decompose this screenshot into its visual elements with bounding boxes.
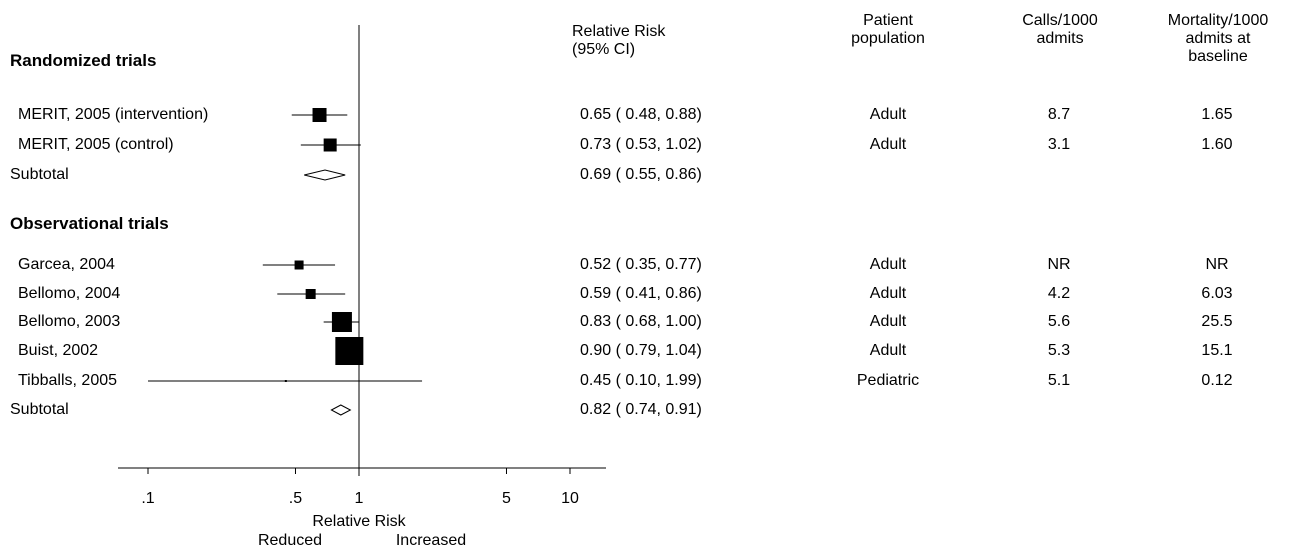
population-cell: Adult: [869, 342, 907, 359]
calls-cell: 5.6: [1047, 313, 1071, 330]
population-cell: Adult: [869, 106, 907, 123]
population-cell: Adult: [869, 313, 907, 330]
study-label: MERIT, 2005 (control): [18, 136, 174, 153]
ci-text: 0.73 ( 0.53, 1.02): [580, 136, 702, 153]
x-tick-label: 5: [502, 490, 511, 507]
column-header-calls: Calls/1000 admits: [1022, 12, 1098, 47]
study-box: [335, 337, 364, 365]
x-axis-title: Relative Risk: [312, 513, 406, 530]
ci-text: 0.83 ( 0.68, 1.00): [580, 313, 702, 330]
ci-text: 0.82 ( 0.74, 0.91): [580, 401, 702, 418]
mortality-cell: NR: [1205, 256, 1229, 273]
group-title: Observational trials: [10, 214, 169, 233]
x-tick-label: .1: [141, 490, 155, 507]
ci-text: 0.69 ( 0.55, 0.86): [580, 166, 702, 183]
calls-cell: NR: [1047, 256, 1071, 273]
study-label: Bellomo, 2004: [18, 285, 121, 302]
population-cell: Adult: [869, 256, 907, 273]
study-box: [323, 138, 337, 152]
study-box: [294, 260, 304, 270]
group-title: Randomized trials: [10, 51, 157, 70]
calls-cell: 8.7: [1047, 106, 1071, 123]
study-label: Tibballs, 2005: [18, 372, 118, 389]
study-label: Buist, 2002: [18, 342, 99, 359]
study-label: Garcea, 2004: [18, 256, 115, 273]
mortality-cell: 25.5: [1201, 313, 1233, 330]
column-header-relative-risk: Relative Risk (95% CI): [572, 23, 666, 58]
column-header-mortality: Mortality/1000 admits at baseline: [1167, 12, 1269, 65]
mortality-cell: 15.1: [1201, 342, 1233, 359]
ci-text: 0.59 ( 0.41, 0.86): [580, 285, 702, 302]
calls-cell: 5.3: [1047, 342, 1071, 359]
x-tick-label: 10: [561, 490, 579, 507]
subtotal-diamond: [330, 404, 352, 416]
population-cell: Adult: [869, 136, 907, 153]
mortality-cell: 1.60: [1201, 136, 1233, 153]
study-label: MERIT, 2005 (intervention): [18, 106, 209, 123]
study-box: [312, 108, 327, 122]
population-cell: Adult: [869, 285, 907, 302]
study-label: Bellomo, 2003: [18, 313, 121, 330]
x-tick-label: 1: [354, 490, 364, 507]
ci-text: 0.90 ( 0.79, 1.04): [580, 342, 702, 359]
mortality-cell: 1.65: [1201, 106, 1233, 123]
x-tick-label: .5: [288, 490, 303, 507]
subtotal-diamond: [304, 169, 346, 181]
study-box: [305, 289, 316, 299]
subtotal-label: Subtotal: [10, 166, 69, 183]
population-cell: Pediatric: [856, 372, 920, 389]
subtotal-label: Subtotal: [10, 401, 69, 418]
study-box: [331, 312, 352, 332]
calls-cell: 4.2: [1047, 285, 1071, 302]
calls-cell: 3.1: [1047, 136, 1071, 153]
increased-label: Increased: [395, 532, 467, 549]
ci-text: 0.65 ( 0.48, 0.88): [580, 106, 702, 123]
mortality-cell: 6.03: [1201, 285, 1233, 302]
column-header-patient-population: Patient population: [851, 12, 925, 47]
ci-text: 0.45 ( 0.10, 1.99): [580, 372, 702, 389]
calls-cell: 5.1: [1047, 372, 1071, 389]
ci-text: 0.52 ( 0.35, 0.77): [580, 256, 702, 273]
mortality-cell: 0.12: [1201, 372, 1233, 389]
study-box: [284, 380, 287, 382]
reduced-label: Reduced: [257, 532, 323, 549]
